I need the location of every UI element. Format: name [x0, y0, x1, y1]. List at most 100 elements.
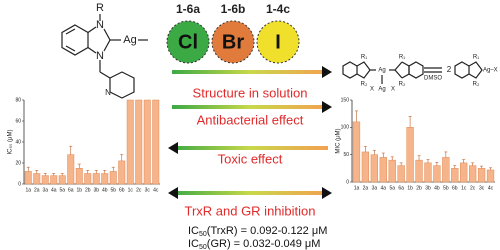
- bar: [84, 173, 92, 185]
- equilibrium-structure: R₁ R₂ Ag R₁ R₂ X Ag X DMSO 2 R₁ R₂ Ag–X: [342, 55, 498, 93]
- structure-label: X: [370, 87, 374, 93]
- structure-label: R₂: [473, 82, 480, 88]
- arrow-shaft: [172, 105, 328, 109]
- x-tick-label: 5b: [110, 187, 116, 193]
- halide-code: 1-6b: [221, 2, 246, 16]
- ligand-label: Ag: [123, 34, 136, 46]
- halide-circle: [166, 20, 210, 64]
- bar: [486, 169, 495, 183]
- ic50-line: IC50(TrxR) = 0.092-0.122 μM: [188, 225, 327, 238]
- y-tick-label: 0: [346, 179, 349, 185]
- x-tick-label: 2b: [416, 185, 422, 191]
- ligand-structure: R N N Ag N: [61, 2, 148, 99]
- bar: [352, 121, 361, 183]
- arrow-shaft: [172, 146, 328, 150]
- ic50-sub: 50: [199, 244, 207, 250]
- bar: [109, 171, 117, 185]
- x-tick-label: 3c: [145, 187, 151, 193]
- x-tick-label: 3a: [372, 185, 378, 191]
- x-tick-label: 6a: [68, 187, 74, 193]
- bar: [92, 173, 100, 185]
- bar: [388, 159, 396, 183]
- x-tick-label: 1b: [407, 185, 413, 191]
- bar: [152, 99, 160, 185]
- y-tick-label: 50: [343, 152, 349, 158]
- bar: [460, 162, 468, 183]
- arrow-head: [322, 187, 332, 199]
- arrow-label: Structure in solution: [193, 85, 308, 100]
- bar: [433, 165, 441, 183]
- halide-symbol: Br: [222, 31, 244, 53]
- bar: [406, 127, 414, 183]
- bar: [361, 151, 370, 183]
- x-tick-label: 4b: [102, 187, 108, 193]
- bar: [379, 157, 387, 183]
- x-tick-label: 2a: [34, 187, 40, 193]
- bar: [101, 173, 109, 185]
- x-tick-label: 3a: [42, 187, 48, 193]
- halide-symbol: Cl: [178, 31, 198, 53]
- x-tick-label: 4b: [434, 185, 440, 191]
- x-tick-label: 2a: [363, 185, 369, 191]
- factor-label: 2: [447, 65, 452, 74]
- x-tick-label: 1b: [76, 187, 82, 193]
- x-tick-label: 3c: [479, 185, 485, 191]
- ligand-label: N: [105, 88, 111, 97]
- structure-label: R₂: [361, 82, 368, 88]
- x-tick-label: 3b: [93, 187, 99, 193]
- y-tick-label: 60: [15, 118, 21, 124]
- x-tick-label: 3b: [425, 185, 431, 191]
- arrow-label: Toxic effect: [218, 151, 283, 166]
- structure-label: R₁: [361, 55, 367, 61]
- y-tick-label: 20: [15, 160, 21, 166]
- arrow-label: Antibacterial effect: [197, 112, 304, 127]
- ic50-prefix: IC: [188, 238, 199, 250]
- structure-label: Ag: [378, 87, 385, 93]
- x-tick-label: 4c: [153, 187, 159, 193]
- x-tick-label: 1c: [128, 187, 134, 193]
- bar: [469, 165, 477, 183]
- arrow-head: [168, 187, 178, 199]
- bar: [143, 99, 151, 185]
- structure-label: X: [391, 87, 395, 93]
- bar: [118, 160, 126, 185]
- halide-code: 1-6a: [176, 2, 200, 16]
- x-tick-label: 6a: [398, 185, 404, 191]
- ic50-rest: (GR) = 0.032-0.049 μM: [207, 238, 321, 250]
- x-tick-label: 6b: [452, 185, 458, 191]
- x-tick-label: 5a: [389, 185, 395, 191]
- arrow-shaft: [172, 70, 328, 74]
- arrow-head: [322, 101, 332, 113]
- bar: [370, 154, 378, 183]
- bar: [135, 99, 143, 185]
- x-tick-label: 2b: [85, 187, 91, 193]
- ic50-prefix: IC: [188, 225, 199, 237]
- x-tick-label: 4a: [381, 185, 387, 191]
- ligand-label: N: [96, 19, 104, 31]
- structure-label: R₁: [399, 55, 405, 61]
- x-tick-label: 1c: [461, 185, 467, 191]
- bar: [67, 154, 75, 185]
- structure-label: R₁: [473, 55, 479, 61]
- arrow-head: [322, 66, 332, 78]
- x-tick-label: 6b: [119, 187, 125, 193]
- structure-label: R₂: [399, 82, 406, 88]
- bar: [397, 165, 405, 183]
- x-tick-label: 4c: [488, 185, 494, 191]
- bar: [58, 175, 66, 185]
- bar: [415, 159, 423, 183]
- ligand-label: N: [96, 50, 104, 62]
- y-tick-label: 0: [18, 181, 21, 187]
- y-tick-label: 100: [341, 125, 350, 131]
- bar: [33, 173, 41, 185]
- arrow-label: TrxR and GR inhibition: [184, 203, 315, 218]
- y-axis-label: MIC (μM): [336, 128, 342, 153]
- halide-symbol: I: [275, 31, 281, 53]
- y-tick-label: 80: [15, 97, 21, 103]
- ligand-label: R: [96, 2, 104, 14]
- structure-label: Ag: [378, 68, 385, 74]
- bar: [442, 157, 450, 183]
- ic50-rest: (TrxR) = 0.092-0.122 μM: [207, 225, 328, 237]
